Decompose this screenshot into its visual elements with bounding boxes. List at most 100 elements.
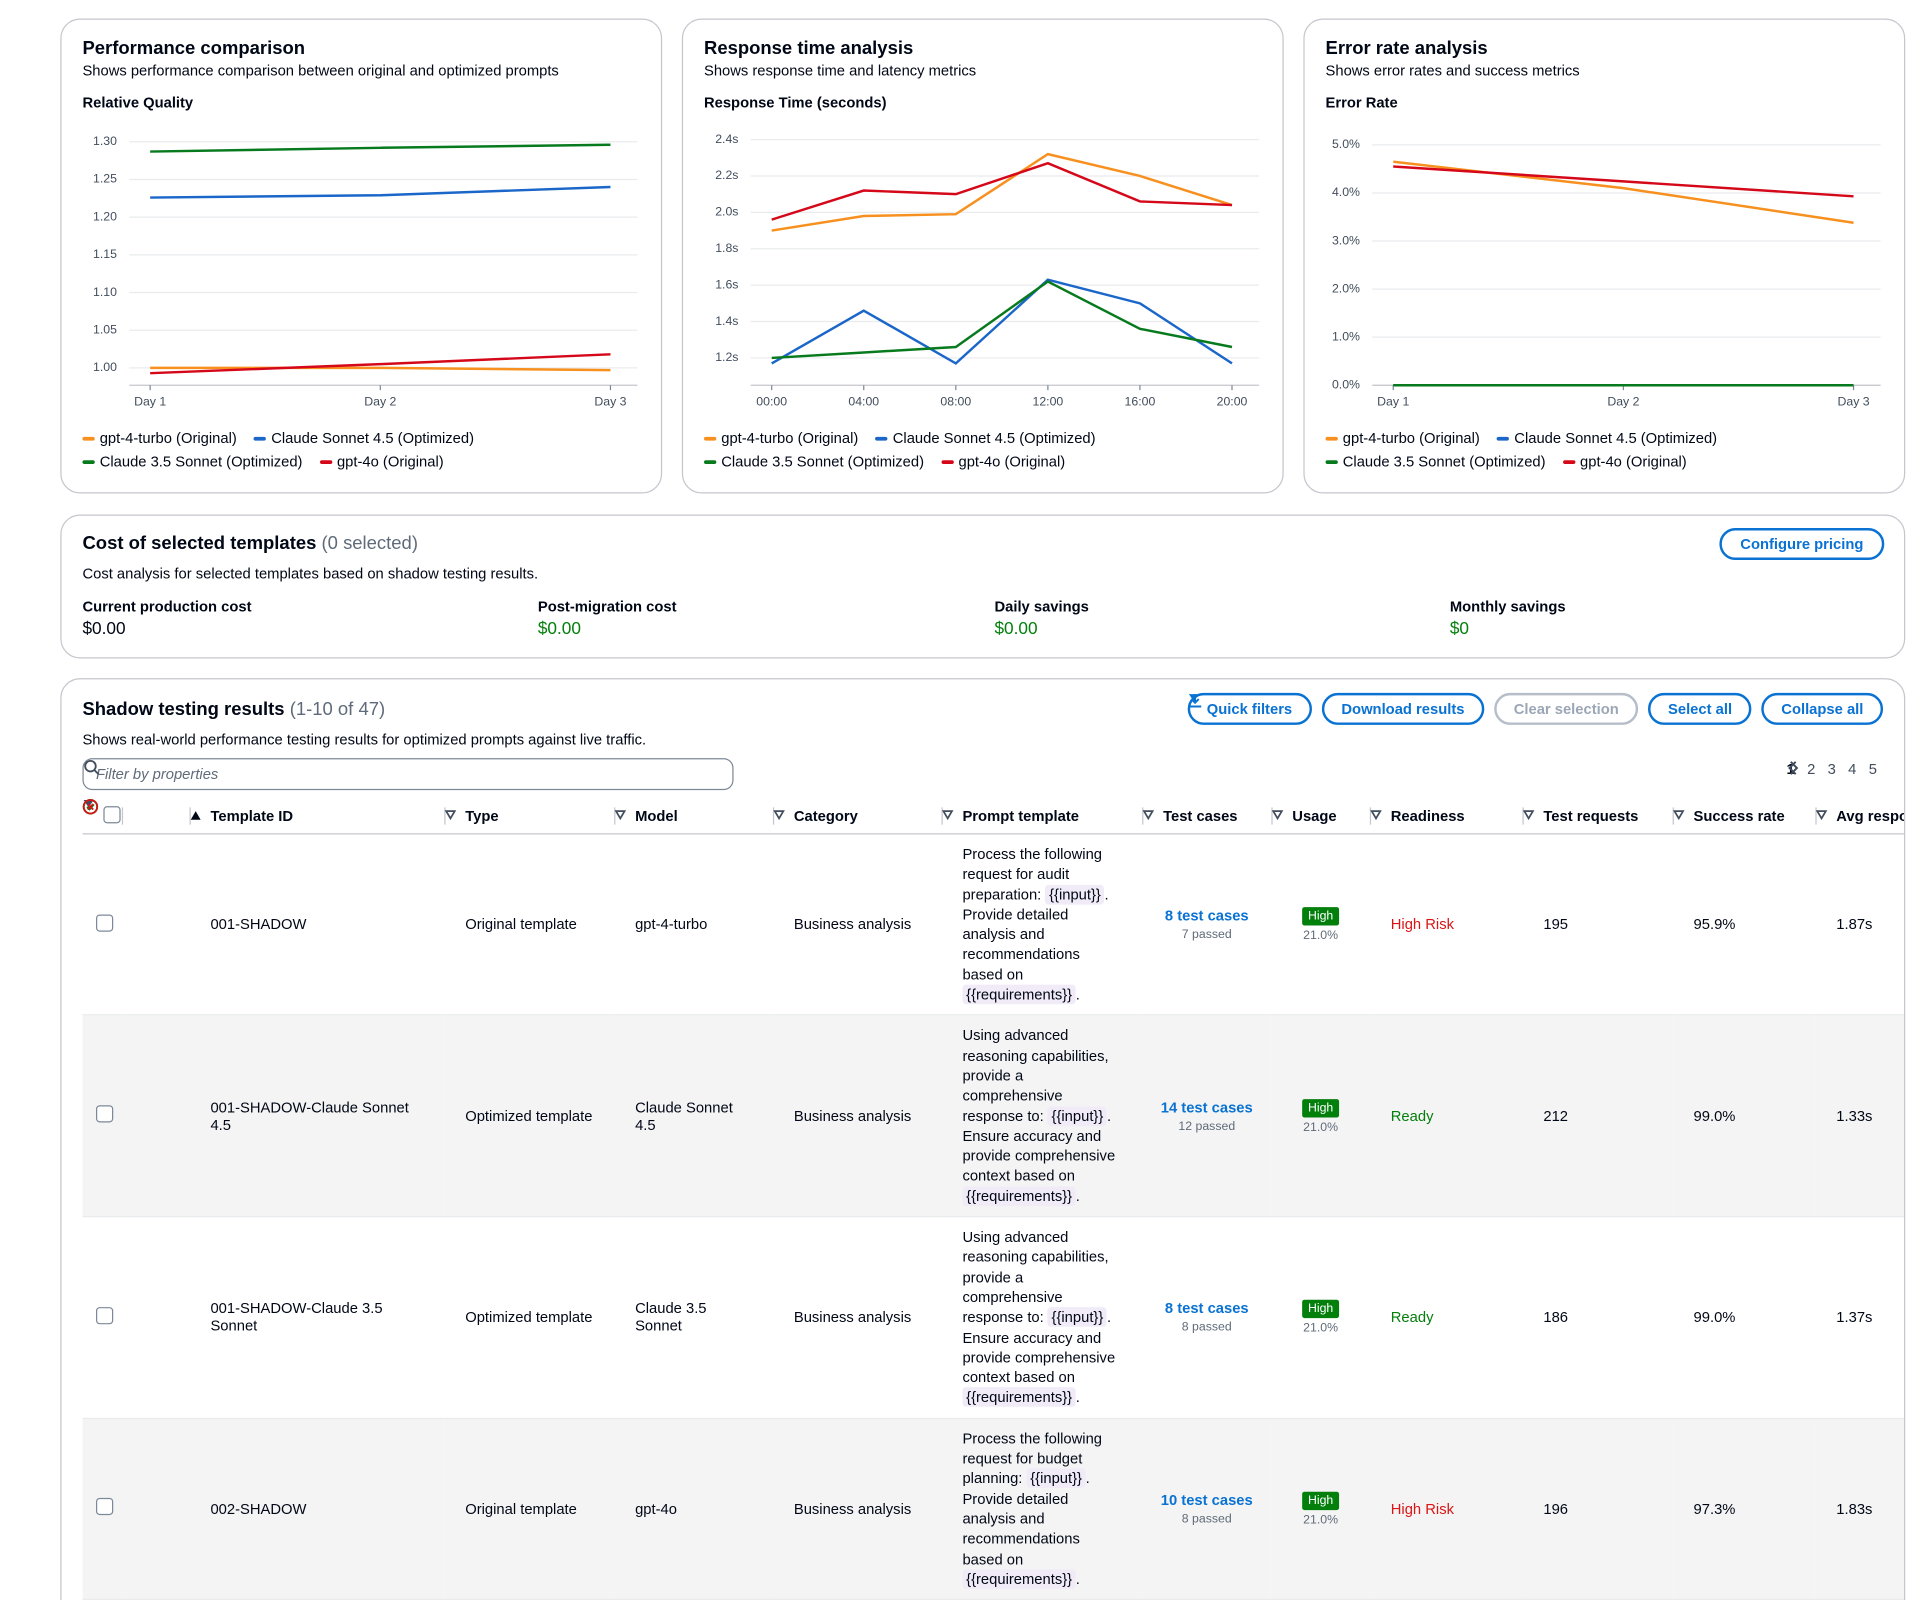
readiness-label: High Risk bbox=[1390, 1500, 1454, 1518]
y-tick-label: 1.10 bbox=[93, 285, 117, 299]
row-checkbox[interactable] bbox=[95, 914, 114, 932]
prompt-segment: Using advanced reasoning capabilities, p… bbox=[962, 1026, 1109, 1125]
chart-card: Response time analysis Shows response tim… bbox=[681, 18, 1284, 494]
y-tick-label: 1.4s bbox=[715, 314, 738, 328]
x-tick-label: 08:00 bbox=[940, 395, 971, 409]
usage-percent: 21.0% bbox=[1303, 929, 1339, 943]
metric-value: $0 bbox=[1449, 617, 1470, 638]
x-tick-label: Day 2 bbox=[1607, 395, 1639, 409]
cell-type: Optimized template bbox=[444, 1015, 615, 1218]
sort-none bbox=[1672, 810, 1685, 821]
column-header[interactable]: Success rate bbox=[1672, 798, 1816, 835]
column-header[interactable]: Avg response time bbox=[1815, 798, 1904, 835]
sort-icon bbox=[1522, 810, 1535, 821]
usage-percent: 21.0% bbox=[1303, 1120, 1339, 1135]
legend-swatch bbox=[319, 459, 333, 464]
cost-card: Cost of selected templates (0 selected) … bbox=[60, 514, 1906, 659]
prompt-variable: {{requirements}} bbox=[962, 1186, 1076, 1206]
readiness-label: Ready bbox=[1390, 1107, 1434, 1125]
separator bbox=[1672, 807, 1674, 825]
prompt-variable: {{input}} bbox=[1047, 1307, 1107, 1328]
row-checkbox[interactable] bbox=[95, 1498, 114, 1516]
separator bbox=[1271, 807, 1273, 825]
chart-title: Response time analysis bbox=[704, 37, 913, 58]
metric-value: $0.00 bbox=[82, 617, 126, 638]
row-checkbox[interactable] bbox=[95, 1306, 114, 1325]
y-tick-label: 1.30 bbox=[93, 134, 117, 148]
column-header[interactable]: Usage bbox=[1271, 798, 1370, 835]
legend-item: Claude Sonnet 4.5 (Optimized) bbox=[253, 430, 474, 447]
cell-requests: 196 bbox=[1522, 1418, 1673, 1600]
page-number[interactable]: 4 bbox=[1848, 760, 1857, 778]
page-number[interactable]: 5 bbox=[1868, 760, 1877, 778]
test-cases-link[interactable]: 14 test cases bbox=[1160, 1098, 1253, 1116]
cell bbox=[83, 799, 190, 1600]
legend-item: Claude 3.5 Sonnet (Optimized) bbox=[82, 453, 302, 470]
test-cases-link[interactable]: 8 test cases bbox=[1164, 1300, 1249, 1318]
prompt-variable: {{input}} bbox=[1047, 1105, 1107, 1126]
button-label: Quick filters bbox=[1206, 700, 1293, 718]
legend-label: Claude Sonnet 4.5 (Optimized) bbox=[892, 429, 1096, 447]
series-line bbox=[771, 152, 1233, 232]
cell-test-cases: 14 test cases 12 passed bbox=[1142, 1015, 1272, 1218]
separator bbox=[1815, 807, 1817, 825]
sort-none bbox=[941, 810, 954, 821]
sort-none bbox=[1142, 810, 1155, 821]
results-subtitle: Shows real-world performance testing res… bbox=[82, 731, 647, 749]
metric-value: $0.00 bbox=[537, 617, 581, 638]
legend: gpt-4-turbo (Original) Claude Sonnet 4.5 … bbox=[703, 429, 1122, 471]
separator bbox=[189, 807, 191, 825]
cell-model: Claude 3.5 Sonnet bbox=[614, 1216, 773, 1419]
page-number[interactable]: 3 bbox=[1827, 760, 1836, 778]
legend-item: Claude 3.5 Sonnet (Optimized) bbox=[1325, 452, 1546, 471]
collapse-all-button[interactable]: Collapse all bbox=[1761, 692, 1884, 725]
chart-svg: Response time analysis Shows response tim… bbox=[704, 37, 1260, 409]
column-label: Model bbox=[635, 807, 678, 825]
row-checkbox[interactable] bbox=[95, 1105, 114, 1123]
sort-icon bbox=[1370, 810, 1382, 821]
select-all-button[interactable]: Select all bbox=[1648, 692, 1752, 725]
series-line bbox=[771, 161, 1233, 221]
series-line bbox=[150, 353, 611, 375]
column-header[interactable]: Model bbox=[614, 798, 773, 835]
prompt-segment: Using advanced reasoning capabilities, p… bbox=[962, 1228, 1109, 1326]
column-header[interactable]: Readiness bbox=[1369, 798, 1523, 835]
column-header[interactable]: Test requests bbox=[1522, 798, 1673, 835]
y-tick-label: 0.0% bbox=[1332, 377, 1360, 391]
table-row: 001-SHADOW Original template gpt-4-turbo Bu… bbox=[82, 799, 1904, 1016]
cell-usage: High 21.0% bbox=[1271, 1418, 1370, 1600]
chart-svg: Performance comparison Shows performance … bbox=[82, 37, 638, 409]
legend-swatch bbox=[82, 436, 95, 440]
select-all-checkbox[interactable] bbox=[103, 805, 121, 823]
table-row: 001-SHADOW-Claude Sonnet 4.5 Optimized te… bbox=[82, 799, 1904, 1218]
legend-label: Claude 3.5 Sonnet (Optimized) bbox=[1342, 452, 1546, 471]
configure-pricing-button[interactable]: Configure pricing bbox=[1719, 527, 1885, 560]
column-header[interactable]: Category bbox=[772, 798, 942, 835]
prompt-variable: {{requirements}} bbox=[962, 1387, 1076, 1408]
y-tick-label: 1.2s bbox=[715, 350, 738, 364]
page-arrow[interactable] bbox=[1787, 761, 1799, 776]
column-header[interactable]: Prompt template bbox=[941, 798, 1143, 835]
test-cases-link[interactable]: 8 test cases bbox=[1164, 907, 1249, 925]
page-number[interactable]: 2 bbox=[1807, 760, 1816, 778]
x-tick-label: Day 3 bbox=[594, 395, 626, 409]
legend-item: Claude Sonnet 4.5 (Optimized) bbox=[875, 429, 1096, 447]
legend-label: Claude 3.5 Sonnet (Optimized) bbox=[99, 452, 303, 471]
cell-id: 001-SHADOW-Claude Sonnet 4.5 bbox=[189, 1015, 445, 1218]
column-label: Test cases bbox=[1163, 807, 1238, 825]
download-button[interactable]: Download results bbox=[1188, 692, 1485, 725]
cell-prompt: Process the following request for budget… bbox=[941, 1418, 1143, 1600]
quick-filters-button[interactable]: Quick filters bbox=[1187, 692, 1312, 725]
test-cases-link[interactable]: 10 test cases bbox=[1160, 1491, 1253, 1509]
legend-item: gpt-4o (Original) bbox=[1562, 453, 1687, 470]
sort-none bbox=[444, 810, 457, 821]
cell-model: gpt-4-turbo bbox=[614, 833, 773, 1016]
column-header[interactable]: Type bbox=[444, 798, 615, 835]
column-header[interactable]: Template ID bbox=[189, 798, 445, 835]
legend-label: gpt-4-turbo (Original) bbox=[721, 429, 859, 447]
column-header[interactable]: Test cases bbox=[1142, 798, 1272, 835]
chart-svg: Error rate analysis Shows error rates and… bbox=[1326, 37, 1881, 409]
legend-label: Claude 3.5 Sonnet (Optimized) bbox=[721, 452, 925, 471]
filter-input[interactable]: Filter by properties bbox=[82, 758, 734, 791]
sort-none bbox=[773, 810, 785, 821]
